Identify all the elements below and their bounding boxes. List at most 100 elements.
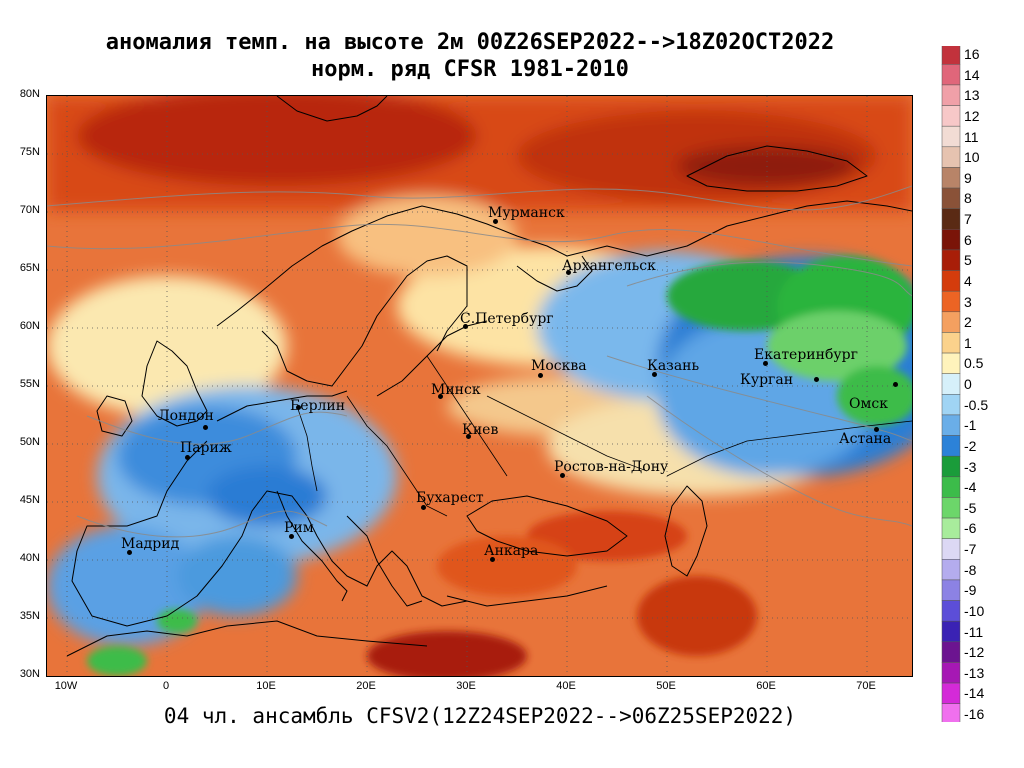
legend-label: 5: [964, 252, 972, 269]
legend-label: 10: [964, 149, 980, 166]
city-marker: [566, 270, 571, 275]
color-legend-bar: [941, 46, 961, 722]
legend-swatch: [941, 229, 961, 251]
city-label-st-petersburg: С.Петербург: [460, 311, 554, 327]
anomaly-map: [46, 95, 913, 677]
legend-label: -14: [964, 685, 985, 702]
city-label-moscow: Москва: [531, 358, 587, 374]
legend-label: -1: [964, 417, 977, 434]
legend-label: -4: [964, 479, 977, 496]
legend-label: -12: [964, 644, 985, 661]
city-label-rostov-on-don: Ростов-на-Дону: [554, 459, 669, 475]
legend-swatch: [941, 559, 961, 581]
legend-label: -6: [964, 520, 977, 537]
city-label-madrid: Мадрид: [121, 536, 180, 552]
lat-label: 70N: [19, 204, 40, 216]
legend-swatch: [941, 46, 961, 65]
legend-swatch: [941, 455, 961, 478]
legend-label: 12: [964, 107, 980, 124]
legend-swatch: [941, 64, 961, 86]
legend-swatch: [941, 373, 961, 395]
city-label-murmansk: Мурманск: [488, 205, 565, 221]
lat-label: 60N: [19, 320, 40, 332]
lon-label: 10W: [54, 680, 78, 692]
city-marker: [893, 382, 898, 387]
map-title-line1: аномалия темп. на высоте 2м 00Z26SEP2022…: [105, 30, 835, 55]
legend-swatch: [941, 497, 961, 519]
lat-label: 65N: [19, 262, 40, 274]
color-legend: 16 14 13 12 11 10 9 8 7 6 5 4 3 2 1 0.5 0 -0.5 -1 -2 -3 -4 -5 -…: [938, 46, 1018, 722]
lon-label: 40E: [556, 680, 576, 692]
legend-label: -13: [964, 664, 985, 681]
legend-label: -16: [964, 706, 985, 722]
legend-label: 4: [964, 272, 972, 289]
city-label-astana: Астана: [839, 431, 892, 447]
ensemble-footer: 04 чл. ансамбль CFSV2(12Z24SEP2022-->06Z…: [163, 704, 797, 728]
legend-swatch: [941, 517, 961, 539]
legend-swatch: [941, 84, 961, 106]
legend-label: -7: [964, 541, 977, 557]
city-marker: [874, 427, 879, 432]
city-label-yekaterinburg: Екатеринбург: [754, 347, 858, 363]
city-marker: [438, 394, 443, 399]
legend-swatch: [941, 105, 961, 127]
legend-label: 0: [964, 376, 972, 392]
legend-swatch: [941, 394, 961, 416]
city-marker: [490, 557, 495, 562]
legend-label: 0.5: [964, 355, 984, 372]
city-label-arkhangelsk: Архангельск: [562, 258, 656, 274]
legend-label: -10: [964, 602, 985, 619]
city-label-bucharest: Бухарест: [416, 490, 484, 506]
city-marker: [538, 373, 543, 378]
legend-swatch: [941, 662, 961, 684]
legend-label: 3: [964, 293, 972, 310]
lat-label: 80N: [19, 88, 40, 100]
legend-label: 11: [964, 128, 979, 145]
legend-label: -8: [964, 561, 977, 578]
legend-swatch: [941, 600, 961, 622]
city-marker: [814, 377, 819, 382]
lon-label: 70E: [856, 680, 876, 692]
city-label-kazan: Казань: [647, 358, 700, 374]
lon-label: 10E: [256, 680, 276, 692]
legend-label: 9: [964, 169, 972, 186]
lat-label: 30N: [19, 668, 40, 680]
legend-label: 16: [964, 46, 980, 62]
lon-label: 50E: [656, 680, 676, 692]
city-label-paris: Париж: [180, 440, 232, 456]
lat-label: 45N: [19, 494, 40, 506]
legend-swatch: [941, 125, 961, 148]
city-marker: [421, 505, 426, 510]
legend-swatch: [941, 476, 961, 498]
legend-swatch: [941, 641, 961, 663]
legend-label: 2: [964, 314, 972, 331]
city-label-berlin: Берлин: [290, 398, 346, 414]
legend-swatch: [941, 352, 961, 374]
legend-label: -3: [964, 458, 977, 475]
city-label-london: Лондон: [158, 408, 214, 424]
city-label-ankara: Анкара: [484, 543, 539, 559]
legend-label: 14: [964, 66, 980, 83]
lat-label: 75N: [19, 146, 40, 158]
legend-label: 13: [964, 87, 980, 104]
lon-label: 30E: [456, 680, 476, 692]
legend-label: -11: [964, 623, 984, 640]
city-marker: [296, 405, 301, 410]
city-label-rome: Рим: [284, 520, 314, 536]
legend-swatch: [941, 208, 961, 230]
city-marker: [289, 534, 294, 539]
legend-swatch: [941, 682, 961, 704]
legend-swatch: [941, 332, 961, 354]
lat-label: 35N: [19, 610, 40, 622]
anomaly-field: [47, 96, 912, 676]
city-label-kyiv: Киев: [462, 422, 499, 438]
legend-label: 7: [964, 211, 972, 227]
legend-swatch: [941, 620, 961, 643]
legend-swatch: [941, 435, 961, 457]
legend-label: 6: [964, 231, 972, 248]
legend-label: -5: [964, 499, 977, 516]
legend-swatch: [941, 167, 961, 189]
map-title-line2: норм. ряд CFSR 1981-2010: [311, 57, 629, 82]
legend-swatch: [941, 187, 961, 209]
city-label-omsk: Омск: [849, 396, 888, 412]
